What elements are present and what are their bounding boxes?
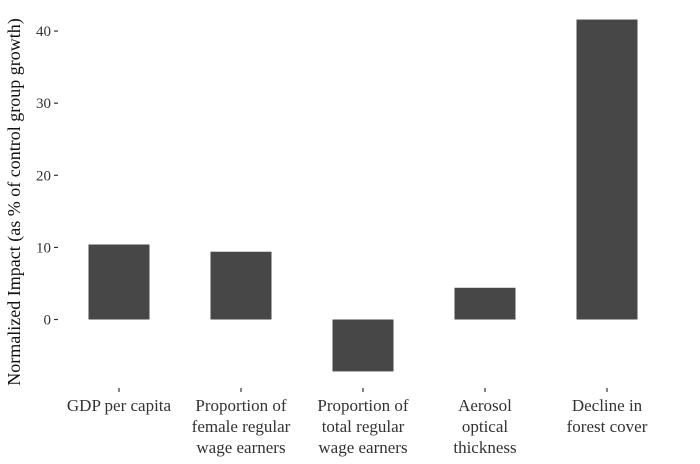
x-tick-label: Proportion of total regular wage earners <box>317 396 408 457</box>
x-tick-label-line: wage earners <box>318 438 407 457</box>
x-tick-label: Proportion of female regular wage earners <box>192 396 291 457</box>
y-tick-label: 0 <box>44 312 52 328</box>
x-tick-label-line: Proportion of <box>195 396 286 415</box>
x-tick-label-line: wage earners <box>196 438 285 457</box>
bar <box>576 19 638 320</box>
x-tick-label-line: GDP per capita <box>67 396 172 415</box>
x-tick-label-line: Decline in <box>572 396 643 415</box>
y-tick-label: 40 <box>36 24 51 40</box>
x-tick-label: Decline in forest cover <box>567 396 648 436</box>
x-tick-label-line: female regular <box>192 417 291 436</box>
x-tick-label: Aerosol optical thickness <box>453 396 516 457</box>
bar <box>332 319 394 372</box>
y-tick-label: 30 <box>36 96 51 112</box>
x-tick-label: GDP per capita <box>67 396 172 415</box>
bar <box>454 287 516 320</box>
x-tick-label-line: Aerosol <box>458 396 512 415</box>
bar <box>210 251 272 320</box>
x-tick-label-line: Proportion of <box>317 396 408 415</box>
x-tick-label-line: forest cover <box>567 417 648 436</box>
x-tick-label-line: optical <box>462 417 509 436</box>
x-tick-label-line: total regular <box>322 417 405 436</box>
y-tick-label: 20 <box>36 168 51 184</box>
y-tick-label: 10 <box>36 240 51 256</box>
x-tick-label-line: thickness <box>453 438 516 457</box>
bar <box>88 244 150 320</box>
y-axis-title: Normalized Impact (as % of control group… <box>4 18 25 385</box>
